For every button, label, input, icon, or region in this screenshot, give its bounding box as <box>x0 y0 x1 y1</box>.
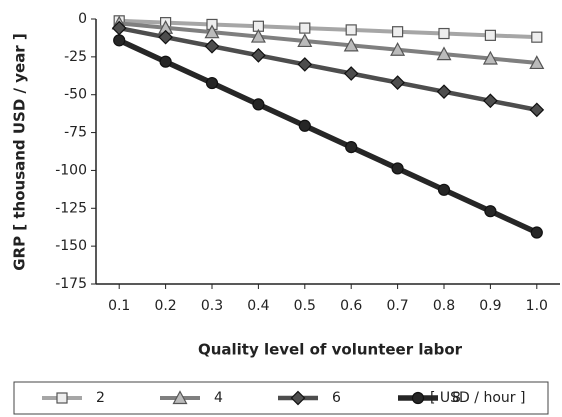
x-tick-label: 0.5 <box>294 298 316 314</box>
data-point <box>204 24 220 39</box>
data-point <box>343 66 359 81</box>
data-point <box>297 57 313 72</box>
y-tick-label: -150 <box>55 238 87 254</box>
legend-label: 4 <box>214 390 223 406</box>
y-tick-label: -175 <box>55 276 87 292</box>
legend-unit: [ USD / hour ] <box>430 390 525 406</box>
legend-marker <box>56 392 68 404</box>
legend-label: 6 <box>332 390 341 406</box>
data-point <box>343 37 359 52</box>
x-tick-label: 0.9 <box>479 298 501 314</box>
series-line <box>118 37 538 236</box>
data-point <box>529 102 545 118</box>
data-point <box>392 26 404 38</box>
x-tick-label: 0.2 <box>154 298 176 314</box>
data-point <box>483 93 498 109</box>
data-point <box>484 205 497 218</box>
legend-marker <box>290 390 306 406</box>
x-tick-label: 0.1 <box>108 298 130 314</box>
y-tick-label: -100 <box>55 162 87 178</box>
y-tick-label: 0 <box>78 11 87 27</box>
data-point <box>251 47 266 63</box>
data-point <box>159 55 172 68</box>
x-axis-label: Quality level of volunteer labor <box>198 341 463 359</box>
data-point <box>250 28 266 43</box>
data-point <box>252 98 265 111</box>
data-point <box>390 75 405 90</box>
legend-label: 2 <box>96 390 105 406</box>
data-point <box>298 119 311 132</box>
data-point <box>437 183 451 196</box>
y-tick-label: -50 <box>64 87 87 103</box>
y-tick-label: -125 <box>55 200 87 216</box>
x-tick-label: 0.4 <box>247 298 269 314</box>
data-point <box>205 76 219 90</box>
data-point <box>297 33 313 48</box>
data-point <box>345 24 357 36</box>
x-tick-label: 0.7 <box>386 298 408 314</box>
data-point <box>529 55 545 70</box>
data-point <box>530 226 543 239</box>
series-line <box>119 18 537 40</box>
data-point <box>113 34 126 47</box>
legend-marker <box>411 391 425 405</box>
data-point <box>345 141 358 154</box>
data-point <box>299 22 311 34</box>
data-point <box>482 50 498 65</box>
data-point <box>158 29 173 45</box>
x-tick-label: 0.6 <box>340 298 362 314</box>
series-line <box>119 21 537 65</box>
x-tick-label: 0.8 <box>433 298 455 314</box>
y-tick-label: -75 <box>64 125 87 141</box>
legend-label: 8 <box>452 390 461 406</box>
data-point <box>391 162 404 175</box>
data-point <box>484 29 496 41</box>
series-line <box>118 25 538 113</box>
legend-box <box>13 381 549 415</box>
data-point <box>436 46 452 61</box>
legend-marker <box>172 390 188 405</box>
data-point <box>438 27 450 40</box>
x-tick-label: 1.0 <box>526 298 548 314</box>
x-tick-label: 0.3 <box>201 298 223 314</box>
data-point <box>390 41 406 56</box>
data-point <box>531 31 543 43</box>
data-point <box>204 38 220 54</box>
y-tick-label: -25 <box>64 49 87 65</box>
data-point <box>436 84 452 100</box>
y-axis-label: GRP [ thousand USD / year ] <box>11 33 29 271</box>
